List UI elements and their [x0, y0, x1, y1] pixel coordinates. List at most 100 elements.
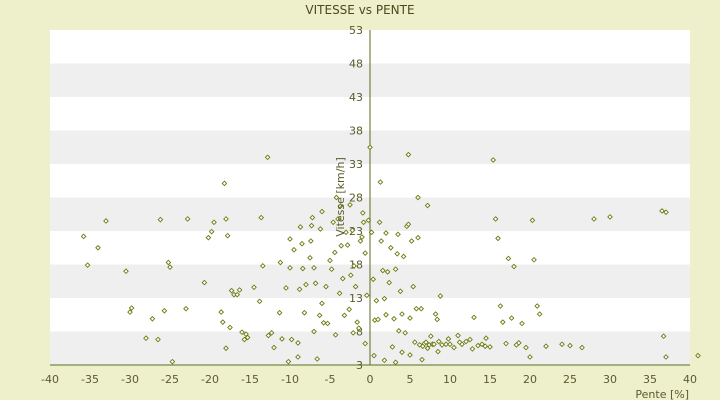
data-point [505, 255, 512, 262]
data-point [157, 216, 164, 223]
data-point [405, 151, 412, 158]
data-point [391, 315, 397, 322]
data-point [205, 234, 212, 241]
data-point [347, 272, 354, 279]
x-tick-label: -20 [201, 373, 219, 386]
data-point [303, 281, 309, 288]
data-point [357, 238, 364, 244]
data-point [663, 209, 669, 216]
axes [50, 30, 690, 366]
data-point [386, 279, 393, 286]
data-point [375, 316, 381, 323]
data-point [392, 266, 399, 273]
data-point [291, 246, 297, 253]
data-point [299, 265, 306, 272]
data-point [221, 180, 228, 187]
data-point [432, 311, 439, 317]
data-point [371, 352, 377, 359]
data-point [660, 333, 667, 340]
data-point [320, 319, 327, 326]
x-tick-label: -25 [161, 373, 179, 386]
data-point [80, 233, 87, 240]
data-point [297, 224, 304, 230]
data-point [418, 305, 425, 312]
data-point [515, 340, 522, 346]
data-point [236, 287, 243, 293]
data-point [410, 283, 417, 290]
data-point [536, 311, 543, 317]
data-point [343, 229, 349, 236]
data-point [492, 216, 499, 222]
data-point [431, 341, 437, 348]
x-tick-labels: -40 -35 -30 -25 -20 -15 -10 -5 0 5 10 15 20 25 30 35 40 [41, 373, 697, 386]
data-point [167, 264, 173, 271]
data-point [543, 343, 549, 350]
data-point [155, 336, 161, 343]
y-tick-label: 28 [349, 192, 363, 205]
x-tick-label: -35 [81, 373, 99, 386]
x-tick-label: 15 [483, 373, 497, 386]
data-point [367, 144, 373, 151]
data-point [395, 231, 401, 238]
data-point [127, 309, 133, 315]
data-point [277, 259, 284, 266]
data-point [288, 336, 295, 343]
data-point [591, 216, 597, 222]
data-point [534, 303, 541, 309]
data-point [241, 336, 248, 343]
data-point [360, 219, 367, 226]
data-point [169, 358, 176, 365]
x-tick-label: 5 [407, 373, 414, 386]
y-tick-label: 18 [349, 259, 363, 272]
y-tick-label: 53 [349, 24, 363, 37]
data-point [223, 345, 229, 352]
data-point [271, 344, 277, 351]
data-point [423, 339, 429, 346]
x-tick-label: -40 [41, 373, 59, 386]
data-point [399, 349, 405, 356]
data-point [579, 344, 585, 351]
data-point [344, 242, 351, 248]
data-point [415, 194, 421, 201]
data-point [381, 295, 388, 302]
x-tick-label: 35 [643, 373, 657, 386]
data-point [324, 320, 331, 327]
data-point [234, 291, 241, 298]
x-tick-label: 0 [367, 373, 374, 386]
data-point [330, 219, 337, 226]
x-axis-label: Pente [%] [635, 388, 689, 400]
data-point [265, 332, 272, 339]
data-point [499, 319, 506, 325]
data-points [80, 144, 701, 366]
data-point [346, 306, 353, 313]
data-point [511, 263, 517, 270]
data-point [337, 203, 344, 210]
data-point [259, 263, 266, 269]
data-point [149, 315, 156, 322]
data-point [296, 286, 303, 293]
data-point [487, 344, 493, 350]
data-point [529, 217, 536, 224]
data-point [307, 238, 314, 244]
data-point [311, 265, 317, 271]
data-point [435, 338, 442, 345]
data-point [362, 250, 369, 256]
data-point [394, 250, 401, 257]
data-point [331, 249, 338, 256]
data-point [95, 244, 101, 251]
data-point [239, 329, 245, 336]
data-point [184, 216, 191, 222]
data-point [319, 208, 325, 215]
data-point [475, 342, 481, 349]
data-point [309, 214, 316, 221]
data-point [228, 287, 235, 294]
data-point [467, 336, 473, 343]
data-point [285, 358, 292, 365]
data-point [314, 356, 321, 362]
y-tick-label: 8 [356, 326, 363, 339]
data-point [407, 352, 413, 358]
data-point [469, 346, 476, 352]
y-tick-label: 13 [349, 292, 363, 305]
data-point [333, 194, 340, 201]
